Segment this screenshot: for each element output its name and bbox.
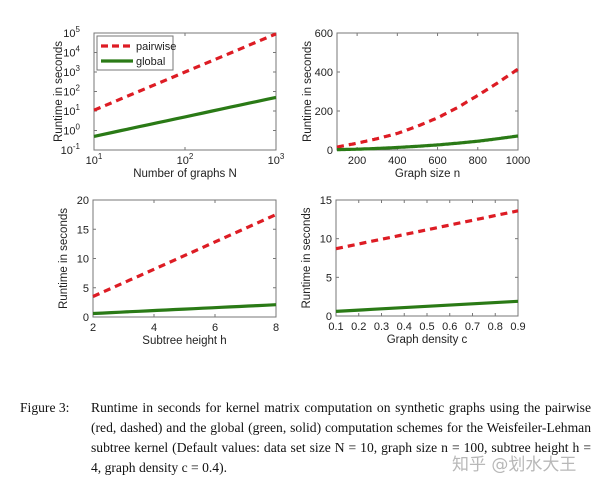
caption-text: Runtime in seconds for kernel matrix com… [91, 400, 591, 475]
x-tick-label: 8 [273, 322, 279, 334]
chart-4: 0.1 0.2 0.3 0.4 0.5 0.6 0.7 0.8 0.9 0 5 10 15 Graph d… [301, 195, 526, 346]
y-tick-exponent: 4 [76, 45, 81, 54]
y-tick-label: 103 [63, 64, 80, 79]
series-line-pairwise [335, 209, 519, 251]
legend-label-global: global [136, 56, 165, 68]
x-tick-label: 2 [90, 322, 96, 334]
y-tick-label: 200 [315, 106, 333, 118]
x-tick-label: 103 [268, 152, 285, 167]
x-tick-label: 600 [428, 155, 446, 167]
x-tick-label: 800 [469, 155, 487, 167]
series-line-pairwise [336, 67, 519, 149]
y-axis-label: Runtime in seconds [302, 41, 314, 142]
x-tick-label: 0.6 [442, 321, 457, 333]
series-line-global [337, 134, 519, 152]
y-tick-label: 5 [83, 283, 89, 295]
y-tick-label: 0 [326, 311, 332, 323]
plot-frame [92, 199, 277, 318]
y-tick-label: 20 [77, 195, 89, 207]
y-tick-exponent: 5 [76, 25, 81, 34]
series-line-pairwise [93, 32, 277, 112]
x-tick-label: 0.4 [397, 321, 412, 333]
x-tick-label: 102 [177, 152, 194, 167]
plot-frame [336, 32, 519, 151]
x-axis-label: Graph size n [395, 168, 460, 180]
y-tick-exponent: 2 [76, 84, 81, 93]
caption-label: Figure 3: [20, 400, 70, 415]
x-tick-exponent: 2 [189, 152, 194, 161]
x-tick-label: 0.9 [510, 321, 525, 333]
x-axis-label: Subtree height h [142, 335, 226, 347]
watermark: 知乎 @划水大王 [452, 455, 577, 475]
y-tick-exponent: 1 [76, 103, 81, 112]
y-tick-label: 0 [327, 145, 333, 157]
x-tick-label: 200 [348, 155, 366, 167]
y-tick-exponent: 3 [76, 64, 81, 73]
legend-box [96, 35, 174, 71]
chart-3: 2 4 6 8 0 5 10 15 20 Subtree height h Runtime in s… [58, 195, 279, 347]
y-axis-label: Runtime in seconds [53, 41, 65, 142]
y-tick-label: 101 [63, 103, 80, 118]
legend-label-pairwise: pairwise [136, 41, 176, 53]
series-line-global [92, 303, 277, 316]
y-tick-label: 100 [63, 123, 80, 138]
y-tick-label: 15 [77, 224, 89, 236]
x-tick-label: 0.3 [374, 321, 389, 333]
y-axis-label: Runtime in seconds [301, 207, 313, 308]
x-tick-label: 4 [151, 322, 157, 334]
x-tick-label: 0.5 [419, 321, 434, 333]
y-tick-label: 5 [326, 272, 332, 284]
y-tick-label: 102 [63, 84, 80, 99]
y-tick-label: 0 [83, 312, 89, 324]
x-axis-label: Number of graphs N [133, 168, 237, 180]
x-tick-label: 0.8 [488, 321, 503, 333]
x-axis-label: Graph density c [387, 334, 468, 346]
x-tick-exponent: 1 [98, 152, 103, 161]
y-tick-label: 10-1 [61, 142, 81, 157]
x-tick-label: 101 [86, 152, 103, 167]
x-tick-label: 1000 [506, 155, 530, 167]
x-tick-label: 0.1 [328, 321, 343, 333]
y-tick-exponent: 0 [76, 123, 81, 132]
series-line-global [93, 95, 277, 138]
y-tick-label: 400 [315, 67, 333, 79]
x-tick-label: 0.2 [351, 321, 366, 333]
y-tick-label: 105 [63, 25, 80, 40]
y-tick-label: 600 [315, 28, 333, 40]
x-tick-label: 0.7 [465, 321, 480, 333]
series-line-global [335, 299, 519, 313]
y-tick-label: 10 [77, 254, 89, 266]
y-tick-label: 10 [320, 234, 332, 246]
x-tick-exponent: 3 [280, 152, 285, 161]
y-axis-label: Runtime in seconds [58, 208, 70, 309]
x-tick-label: 6 [212, 322, 218, 334]
series-line-pairwise [92, 213, 277, 298]
y-tick-exponent: -1 [73, 142, 81, 151]
x-tick-label: 400 [388, 155, 406, 167]
y-tick-label: 104 [63, 45, 80, 60]
y-tick-label: 15 [320, 195, 332, 207]
